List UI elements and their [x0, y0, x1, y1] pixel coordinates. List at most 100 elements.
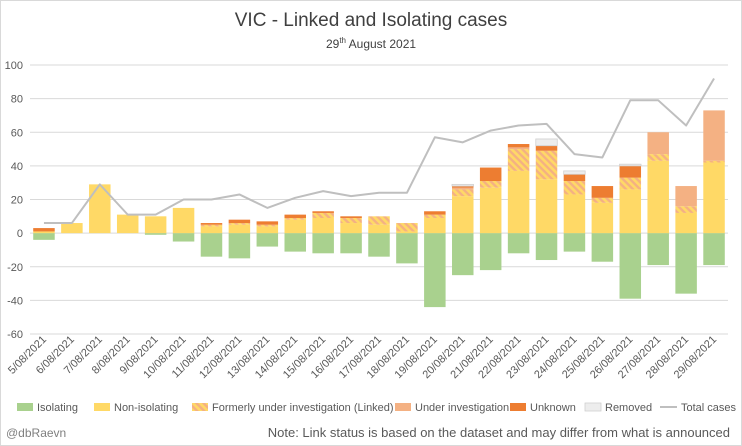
chart-subtitle: 29th August 2021: [0, 36, 742, 51]
bar-isolating: [172, 233, 195, 242]
bar-under-investigation: [703, 110, 725, 161]
bar-formerly-under-investigation-linked: [591, 197, 614, 203]
bar-formerly-under-investigation-linked: [228, 223, 251, 225]
bar-under-investigation: [647, 132, 669, 155]
bar-unknown: [479, 167, 502, 182]
bar-isolating: [256, 233, 279, 247]
bars: [33, 110, 725, 308]
total-line: [43, 77, 715, 225]
bar-removed: [563, 170, 586, 175]
legend-marker-unknown: [510, 403, 526, 411]
bar-unknown: [33, 228, 55, 232]
bar-formerly-under-investigation-linked: [619, 177, 642, 190]
bar-isolating: [284, 233, 306, 252]
legend-label-formerly-under-investigation-linked: Formerly under investigation (Linked): [212, 402, 394, 414]
bar-removed: [535, 138, 558, 147]
bar-isolating: [563, 233, 586, 252]
bar-unknown: [256, 221, 279, 225]
bar-non-isolating: [116, 214, 139, 234]
y-tick-label: 40: [11, 161, 23, 173]
legend-marker-isolating: [17, 403, 33, 411]
bar-non-isolating: [507, 170, 530, 234]
bar-non-isolating: [563, 194, 586, 234]
bar-formerly-under-investigation-linked: [396, 223, 418, 232]
bar-non-isolating: [396, 231, 418, 234]
bar-formerly-under-investigation-linked: [675, 206, 697, 213]
bar-non-isolating: [424, 217, 446, 234]
bar-non-isolating: [284, 219, 306, 234]
bar-non-isolating: [368, 224, 390, 234]
y-tick-label: -60: [7, 329, 23, 341]
y-tick-label: 100: [5, 60, 23, 72]
legend-label-total-cases: Total cases: [681, 402, 737, 414]
bar-non-isolating: [172, 207, 195, 234]
bar-isolating: [312, 233, 334, 254]
bar-non-isolating: [452, 196, 474, 234]
bar-isolating: [228, 233, 251, 259]
credit-text: @dbRaevn: [6, 426, 67, 440]
bar-non-isolating: [228, 224, 251, 234]
bar-unknown: [284, 214, 306, 218]
legend-marker-removed: [584, 402, 602, 412]
bar-non-isolating: [340, 223, 362, 234]
total-cases-line: [43, 77, 715, 225]
y-tick-label: 60: [11, 127, 23, 139]
bar-non-isolating: [89, 184, 111, 234]
bar-unknown: [340, 216, 362, 218]
bar-non-isolating: [535, 179, 558, 234]
bar-isolating: [675, 233, 697, 294]
bar-non-isolating: [312, 217, 334, 234]
bar-non-isolating: [619, 189, 642, 234]
bar-formerly-under-investigation-linked: [452, 189, 474, 197]
footnote: Note: Link status is based on the datase…: [267, 425, 730, 440]
bar-isolating: [591, 233, 614, 262]
bar-isolating: [452, 233, 474, 276]
y-tick-label: 0: [17, 228, 23, 240]
bar-non-isolating: [675, 212, 697, 234]
bar-non-isolating: [33, 231, 55, 234]
bar-formerly-under-investigation-linked: [256, 224, 279, 227]
bar-formerly-under-investigation-linked: [200, 224, 223, 227]
bar-non-isolating: [591, 202, 614, 234]
bar-unknown: [200, 223, 223, 225]
bar-removed: [619, 163, 642, 167]
legend-marker-non-isolating: [94, 403, 110, 411]
y-tick-label: 80: [11, 94, 23, 106]
bar-formerly-under-investigation-linked: [563, 181, 586, 195]
legend-label-unknown: Unknown: [530, 402, 576, 414]
bar-isolating: [340, 233, 362, 254]
y-axis-ticks: -60 -40 -20 0 20 40 60 80 100: [5, 60, 23, 341]
bar-isolating: [144, 233, 167, 235]
subtitle-rest: August 2021: [345, 37, 417, 51]
bar-formerly-under-investigation-linked: [535, 150, 558, 180]
bar-unknown: [619, 165, 642, 178]
bar-unknown: [452, 186, 474, 188]
subtitle-day: 29: [325, 37, 340, 51]
x-axis-ticks: 5/08/20216/08/20217/08/20218/08/20219/08…: [6, 334, 719, 381]
bar-formerly-under-investigation-linked: [312, 212, 334, 218]
y-tick-label: -40: [7, 295, 23, 307]
legend-marker-under-investigation: [395, 403, 411, 411]
bar-non-isolating: [479, 187, 502, 234]
bar-isolating: [479, 233, 502, 271]
legend-label-non-isolating: Non-isolating: [114, 402, 178, 414]
legend-marker-formerly-under-investigation-linked: [192, 403, 208, 411]
bar-isolating: [619, 233, 642, 299]
bar-isolating: [647, 233, 669, 266]
bar-non-isolating: [144, 216, 167, 234]
bar-formerly-under-investigation-linked: [479, 181, 502, 188]
bar-under-investigation: [507, 147, 530, 150]
bar-unknown: [563, 174, 586, 182]
bar-isolating: [368, 233, 390, 257]
y-tick-label: 20: [11, 195, 23, 207]
legend-label-isolating: Isolating: [37, 402, 78, 414]
bar-formerly-under-investigation-linked: [424, 214, 446, 218]
bar-non-isolating: [200, 226, 223, 234]
bar-isolating: [703, 233, 725, 266]
bar-non-isolating: [61, 223, 83, 234]
bar-unknown: [312, 211, 334, 213]
bar-removed: [451, 183, 474, 187]
bar-under-investigation: [452, 187, 474, 190]
bar-formerly-under-investigation-linked: [340, 217, 362, 224]
bar-non-isolating: [647, 160, 669, 234]
